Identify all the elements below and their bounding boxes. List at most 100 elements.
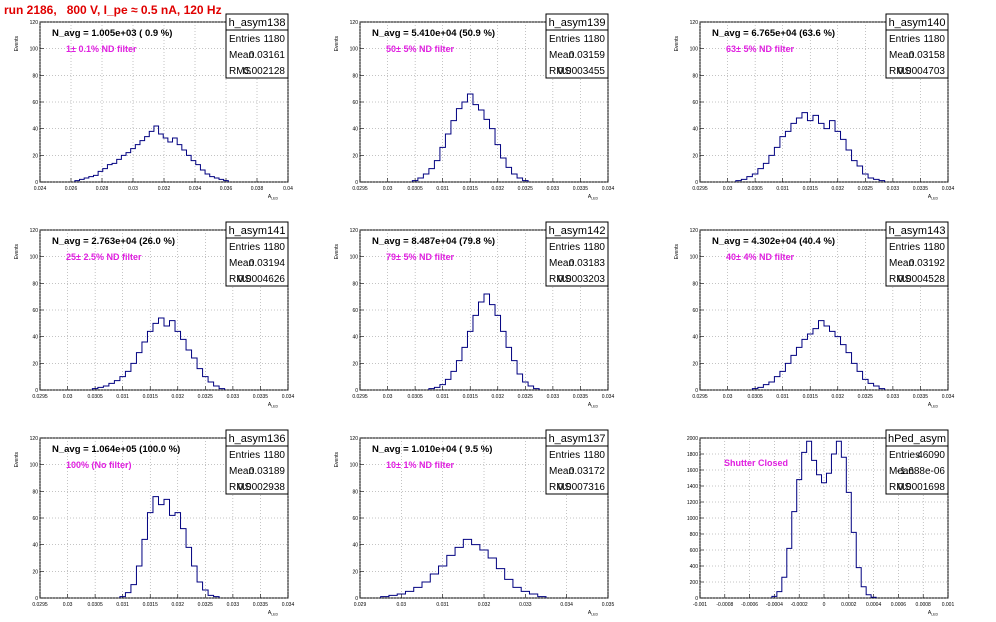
x-tick-label: 0.001 xyxy=(942,602,955,608)
x-tick-label: 0.031 xyxy=(116,602,129,608)
y-tick-label: 80 xyxy=(32,73,38,79)
stats-value: 0.03192 xyxy=(909,258,946,269)
x-tick-label: 0.03 xyxy=(396,602,406,608)
y-tick-label: 20 xyxy=(32,569,38,575)
histogram-name: h_asym139 xyxy=(549,17,606,29)
x-tick-label: 0.03 xyxy=(383,394,393,400)
x-axis-title: ALED xyxy=(928,610,939,617)
filter-note: 79± 5% ND filter xyxy=(386,252,454,262)
y-tick-label: 40 xyxy=(692,127,698,133)
histogram-panel: 0.0295 0.03 0.0305 0.031 0.0315 0.032 0.0325 0.… xyxy=(674,13,955,201)
x-tick-label: 0.035 xyxy=(602,602,615,608)
x-tick-label: 0.034 xyxy=(602,394,615,400)
x-tick-label: -0.0006 xyxy=(741,602,758,608)
stats-label: RMS xyxy=(229,482,252,493)
x-tick-label: 0.033 xyxy=(547,394,560,400)
navg-label: N_avg = 5.410e+04 (50.9 %) xyxy=(372,28,495,39)
x-tick-label: -0.0004 xyxy=(766,602,783,608)
x-tick-label: -0.0002 xyxy=(791,602,808,608)
x-tick-label: 0.034 xyxy=(942,394,955,400)
y-tick-label: 1600 xyxy=(687,468,698,474)
x-tick-label: 0.03 xyxy=(63,394,73,400)
x-tick-label: 0.034 xyxy=(942,186,955,192)
y-tick-label: 600 xyxy=(690,548,699,554)
x-axis-title: ALED xyxy=(588,610,599,617)
x-tick-label: 0.031 xyxy=(436,394,449,400)
stats-box xyxy=(545,29,609,79)
stats-label: Mean xyxy=(549,50,574,61)
filter-note: 40± 4% ND filter xyxy=(726,252,794,262)
y-tick-label: 1200 xyxy=(687,500,698,506)
x-tick-label: 0.0295 xyxy=(352,186,368,192)
x-tick-label: 0.033 xyxy=(547,186,560,192)
x-tick-label: 0.024 xyxy=(34,186,47,192)
x-tick-label: 0.0325 xyxy=(198,602,214,608)
stats-value: 0.03183 xyxy=(569,258,606,269)
stats-label: Entries xyxy=(229,34,260,45)
x-tick-label: 0.0002 xyxy=(841,602,857,608)
stats-value: 1180 xyxy=(583,242,605,253)
x-tick-label: 0.034 xyxy=(560,602,573,608)
x-tick-label: 0.0335 xyxy=(913,186,929,192)
x-tick-label: 0.0335 xyxy=(573,394,589,400)
x-tick-label: 0.0335 xyxy=(913,394,929,400)
y-tick-label: 0 xyxy=(35,180,38,186)
x-axis-title: ALED xyxy=(588,194,599,201)
page-title: run 2186, 800 V, I_pe ≈ 0.5 nA, 120 Hz xyxy=(4,3,222,17)
stats-label: RMS xyxy=(889,274,912,285)
y-tick-label: 60 xyxy=(692,100,698,106)
histogram-panel: 0.024 0.026 0.028 0.03 0.032 0.034 0.036 0.038 0… xyxy=(14,13,293,201)
x-axis-title: ALED xyxy=(928,194,939,201)
y-axis-title: Events xyxy=(674,36,680,52)
x-tick-label: 0.0295 xyxy=(32,602,48,608)
histogram-outline xyxy=(735,112,886,182)
x-axis-title: ALED xyxy=(268,610,279,617)
x-tick-label: 0.0295 xyxy=(692,394,708,400)
y-tick-label: 60 xyxy=(32,516,38,522)
histogram-panel: 0.0295 0.03 0.0305 0.031 0.0315 0.032 0.0325 0.… xyxy=(674,221,955,409)
stats-value: 0.03172 xyxy=(569,466,606,477)
stats-value: 0.03161 xyxy=(249,50,286,61)
x-tick-label: 0.0295 xyxy=(32,394,48,400)
stats-value: 0.03194 xyxy=(249,258,286,269)
stats-label: RMS xyxy=(229,66,252,77)
stats-value: 1180 xyxy=(263,34,285,45)
x-tick-label: 0.03 xyxy=(383,186,393,192)
stats-label: Entries xyxy=(549,34,580,45)
x-tick-label: 0.03 xyxy=(128,186,138,192)
y-tick-label: 120 xyxy=(30,20,39,26)
y-tick-label: 120 xyxy=(30,436,39,442)
x-tick-label: 0.0325 xyxy=(518,394,534,400)
y-tick-label: 0 xyxy=(35,596,38,602)
filter-note: 1± 0.1% ND filter xyxy=(66,44,137,54)
stats-value: 0.0003455 xyxy=(558,66,606,77)
y-tick-label: 40 xyxy=(32,543,38,549)
x-tick-label: 0.032 xyxy=(832,394,845,400)
x-tick-label: 0.0325 xyxy=(858,394,874,400)
histogram-panel: 0.0295 0.03 0.0305 0.031 0.0315 0.032 0.0325 0.… xyxy=(334,221,615,409)
y-tick-label: 100 xyxy=(690,255,699,261)
x-tick-label: -0.0008 xyxy=(716,602,733,608)
x-tick-label: 0 xyxy=(823,602,826,608)
histogram-outline xyxy=(751,320,886,390)
x-tick-label: 0.04 xyxy=(283,186,293,192)
stats-label: Mean xyxy=(229,258,254,269)
y-tick-label: 40 xyxy=(352,127,358,133)
stats-box xyxy=(545,445,609,495)
x-tick-label: 0.03 xyxy=(723,394,733,400)
x-tick-label: 0.0315 xyxy=(803,186,819,192)
y-tick-label: 80 xyxy=(352,73,358,79)
x-tick-label: 0.034 xyxy=(602,186,615,192)
stats-value: 1180 xyxy=(583,34,605,45)
y-tick-label: 60 xyxy=(352,516,358,522)
histogram-outline xyxy=(119,496,220,598)
y-axis-title: Events xyxy=(14,244,20,260)
stats-value: 1180 xyxy=(923,242,945,253)
navg-label: N_avg = 8.487e+04 (79.8 %) xyxy=(372,236,495,247)
x-tick-label: 0.032 xyxy=(158,186,171,192)
x-tick-label: 0.03 xyxy=(723,186,733,192)
y-axis-title: Events xyxy=(334,36,340,52)
histogram-name: hPed_asym xyxy=(888,433,946,445)
x-tick-label: 0.032 xyxy=(172,394,185,400)
